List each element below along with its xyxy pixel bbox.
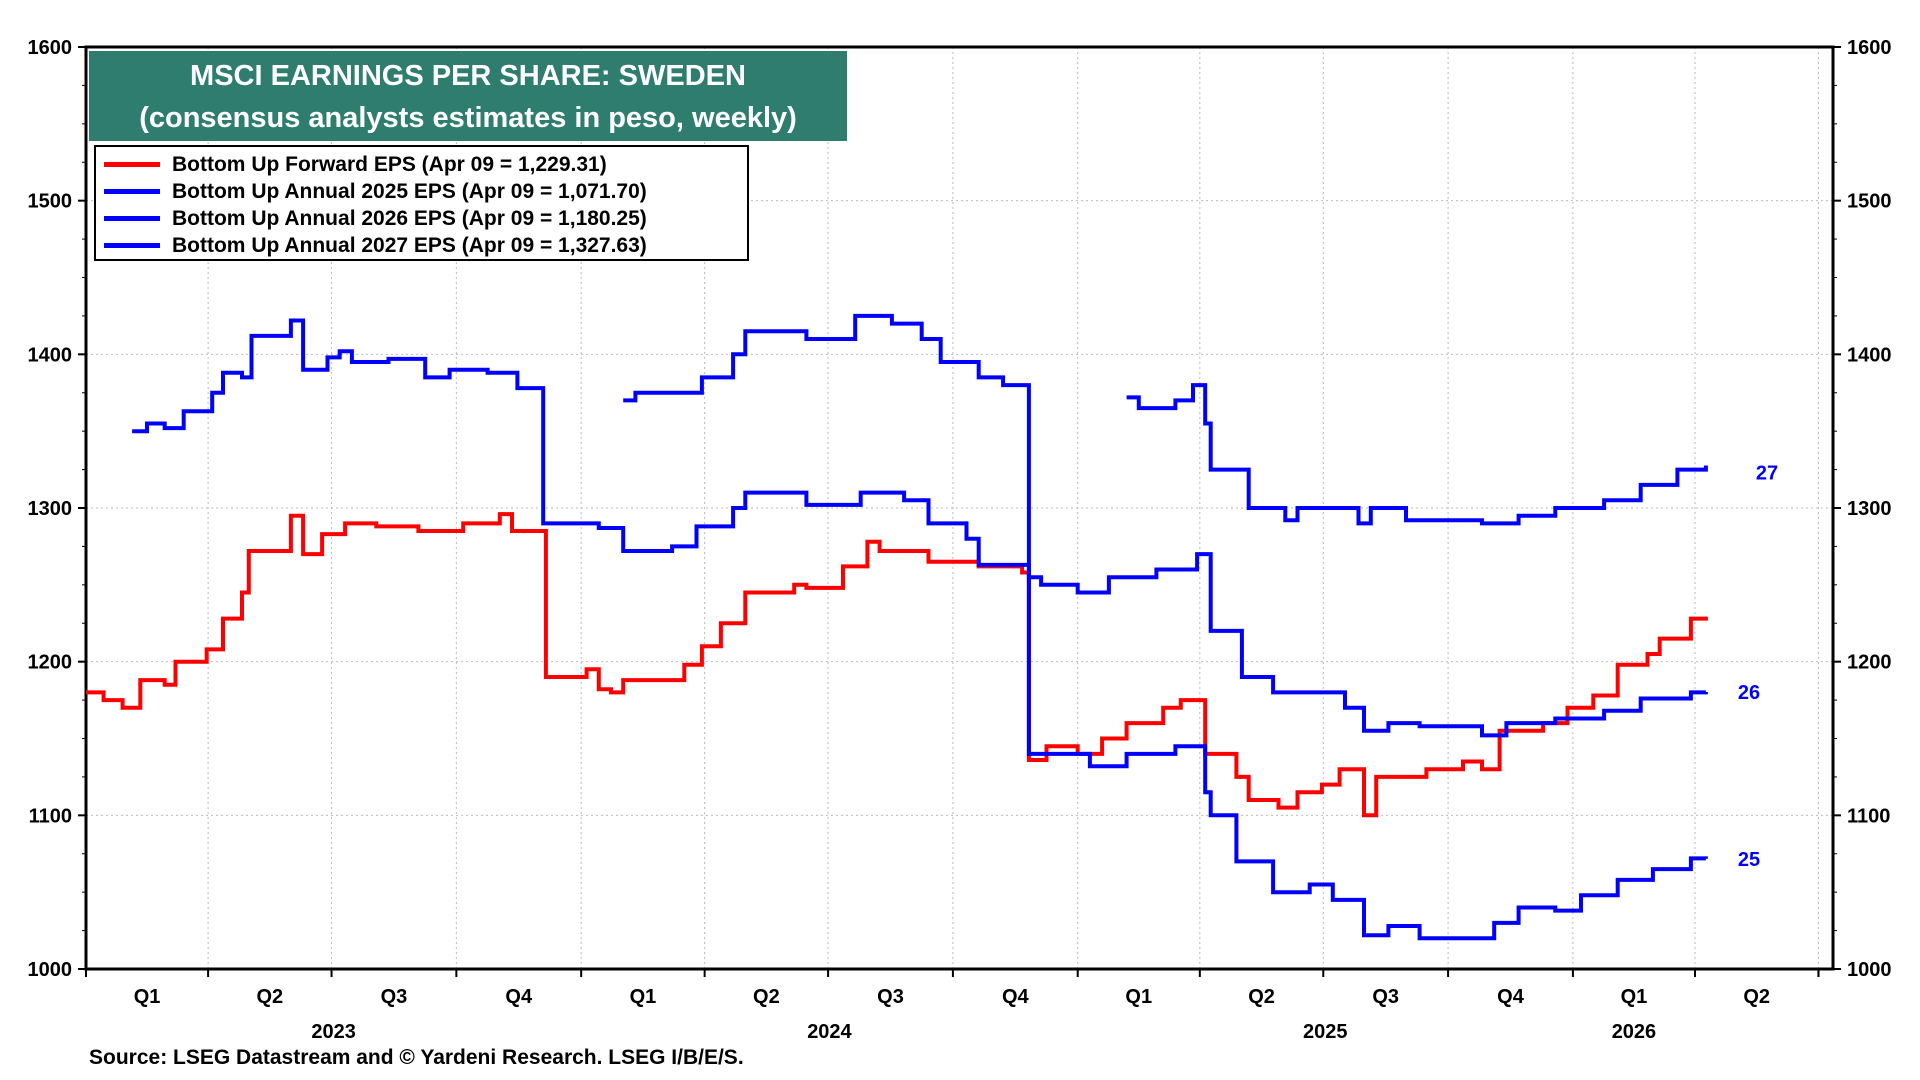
x-tick-label: Q2 (256, 986, 283, 1008)
source-note: Source: LSEG Datastream and © Yardeni Re… (89, 1046, 744, 1069)
x-tick-label: Q1 (134, 986, 161, 1008)
y-tick-label-right: 1400 (1847, 344, 1892, 366)
y-tick-label: 1400 (28, 344, 73, 366)
legend-swatch (104, 216, 160, 221)
y-tick-label: 1500 (28, 191, 73, 213)
x-year-label: 2023 (311, 1021, 356, 1043)
series-end-label: 27 (1756, 463, 1778, 485)
y-tick-label: 1000 (28, 959, 73, 981)
x-tick-label: Q3 (381, 986, 408, 1008)
y-tick-label-right: 1000 (1847, 959, 1892, 981)
legend: Bottom Up Forward EPS (Apr 09 = 1,229.31… (94, 145, 749, 261)
x-tick-label: Q2 (753, 986, 780, 1008)
x-year-label: 2025 (1303, 1021, 1348, 1043)
y-tick-label-right: 1200 (1847, 652, 1892, 674)
y-tick-label: 1100 (29, 805, 72, 827)
chart-subtitle: (consensus analysts estimates in peso, w… (139, 102, 797, 134)
chart-title: MSCI EARNINGS PER SHARE: SWEDEN (190, 60, 746, 92)
x-tick-label: Q1 (1621, 986, 1648, 1008)
legend-swatch (104, 189, 160, 194)
legend-item: Bottom Up Annual 2027 EPS (Apr 09 = 1,32… (104, 232, 739, 259)
x-tick-label: Q4 (1002, 986, 1030, 1008)
legend-item: Bottom Up Annual 2025 EPS (Apr 09 = 1,07… (104, 178, 739, 205)
series-end-label: 25 (1738, 849, 1760, 871)
y-tick-label: 1200 (28, 652, 73, 674)
x-tick-label: Q3 (1372, 986, 1399, 1008)
x-tick-label: Q2 (1248, 986, 1275, 1008)
plot-frame (84, 45, 1835, 971)
y-tick-label-right: 1500 (1847, 191, 1892, 213)
y-tick-label: 1300 (28, 498, 73, 520)
x-tick-label: Q4 (1497, 986, 1525, 1008)
x-tick-label: Q3 (877, 986, 904, 1008)
y-tick-label-right: 1100 (1847, 805, 1890, 827)
y-tick-label: 1600 (28, 37, 73, 59)
legend-label: Bottom Up Forward EPS (Apr 09 = 1,229.31… (172, 152, 607, 176)
x-year-label: 2024 (807, 1021, 852, 1043)
series-line-1 (132, 318, 1708, 941)
x-tick-label: Q4 (505, 986, 533, 1008)
legend-label: Bottom Up Annual 2026 EPS (Apr 09 = 1,18… (172, 206, 647, 230)
x-tick-label: Q1 (1125, 986, 1152, 1008)
legend-item: Bottom Up Forward EPS (Apr 09 = 1,229.31… (104, 151, 739, 178)
legend-swatch (104, 243, 160, 248)
series-line-0 (86, 512, 1708, 818)
legend-item: Bottom Up Annual 2026 EPS (Apr 09 = 1,18… (104, 205, 739, 232)
legend-label: Bottom Up Annual 2027 EPS (Apr 09 = 1,32… (172, 233, 647, 257)
y-tick-label-right: 1600 (1847, 37, 1892, 59)
x-tick-label: Q1 (630, 986, 657, 1008)
legend-swatch (104, 162, 160, 167)
x-year-label: 2026 (1612, 1021, 1657, 1043)
series-end-label: 26 (1738, 682, 1760, 704)
x-tick-label: Q2 (1743, 986, 1770, 1008)
series-line-2 (623, 313, 1708, 738)
series-line-3 (1126, 383, 1708, 526)
legend-label: Bottom Up Annual 2025 EPS (Apr 09 = 1,07… (172, 179, 647, 203)
y-tick-label-right: 1300 (1847, 498, 1892, 520)
chart-title-box: MSCI EARNINGS PER SHARE: SWEDEN (consens… (89, 51, 847, 141)
